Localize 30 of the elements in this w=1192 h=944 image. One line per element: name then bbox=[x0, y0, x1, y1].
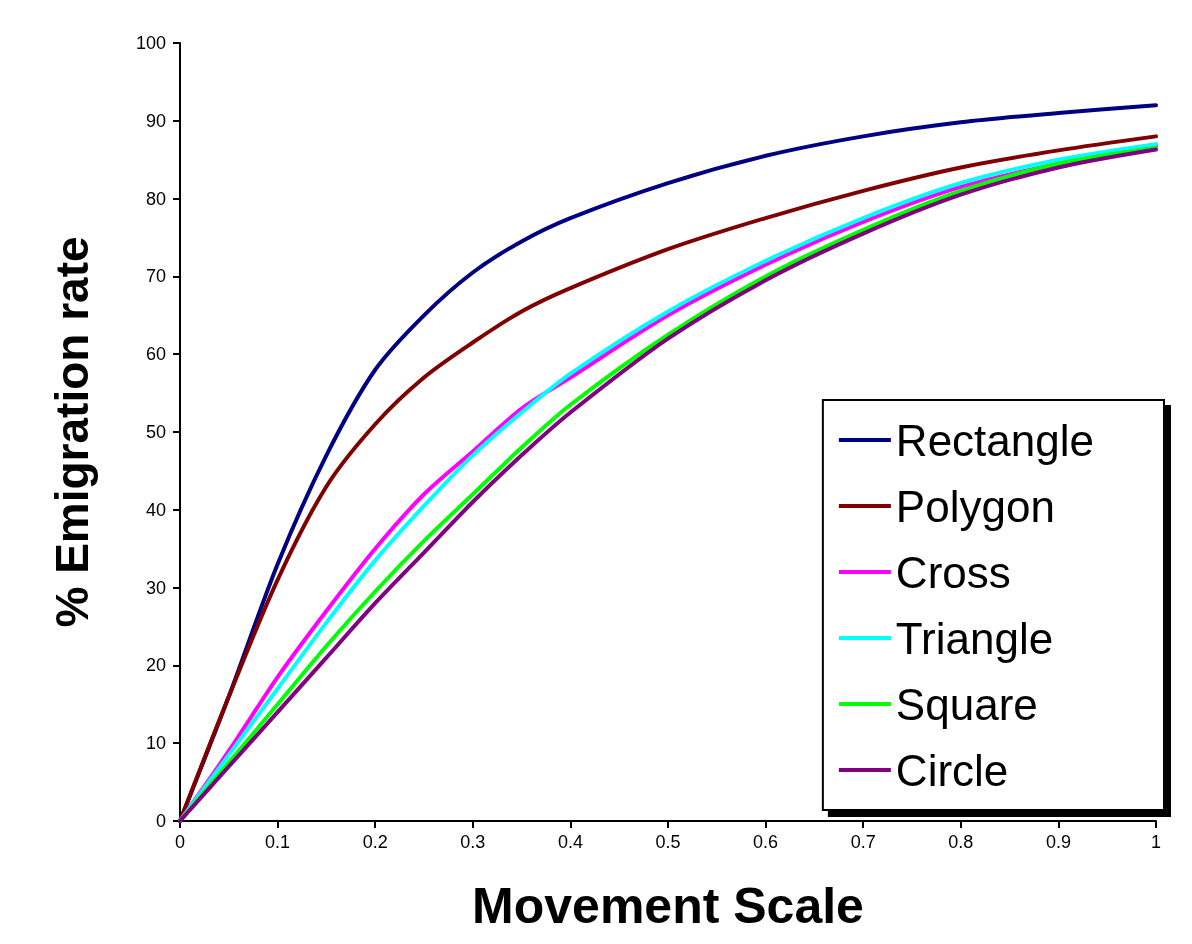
x-tick-label: 0.1 bbox=[265, 832, 291, 852]
x-tick-label: 0.9 bbox=[1045, 832, 1071, 852]
x-tick-label: 0.5 bbox=[655, 832, 681, 852]
x-tick-label: 0 bbox=[174, 832, 186, 852]
legend-label: Triangle bbox=[895, 613, 1054, 663]
x-tick-label: 0.6 bbox=[753, 832, 779, 852]
y-tick-label: 80 bbox=[145, 188, 166, 209]
legend-label: Cross bbox=[895, 547, 1011, 597]
y-tick-label: 30 bbox=[145, 577, 166, 598]
y-tick-label: 90 bbox=[145, 110, 166, 131]
legend-label: Circle bbox=[895, 745, 1009, 795]
y-tick-label: 20 bbox=[145, 655, 166, 676]
x-tick-label: 0.7 bbox=[850, 832, 876, 852]
x-tick-label: 0.3 bbox=[460, 832, 486, 852]
y-tick-label: 70 bbox=[145, 266, 166, 287]
y-tick-label: 40 bbox=[145, 499, 166, 520]
legend-label: Polygon bbox=[895, 481, 1055, 531]
legend-label: Rectangle bbox=[895, 415, 1095, 465]
x-axis-title: Movement Scale bbox=[472, 878, 864, 934]
y-tick-label: 0 bbox=[155, 811, 166, 831]
x-tick-label: 0.4 bbox=[557, 832, 583, 852]
y-tick-label: 10 bbox=[145, 733, 166, 754]
y-tick-label: 50 bbox=[145, 422, 166, 442]
x-tick-label: 0.8 bbox=[948, 832, 974, 852]
y-tick-label: 60 bbox=[145, 344, 166, 365]
y-axis-title: % Emigration rate bbox=[46, 236, 98, 628]
x-tick-label: 0.2 bbox=[362, 832, 388, 852]
x-tick-label: 1 bbox=[1150, 832, 1162, 852]
y-tick-label: 100 bbox=[135, 33, 166, 53]
legend-label: Square bbox=[895, 679, 1038, 729]
